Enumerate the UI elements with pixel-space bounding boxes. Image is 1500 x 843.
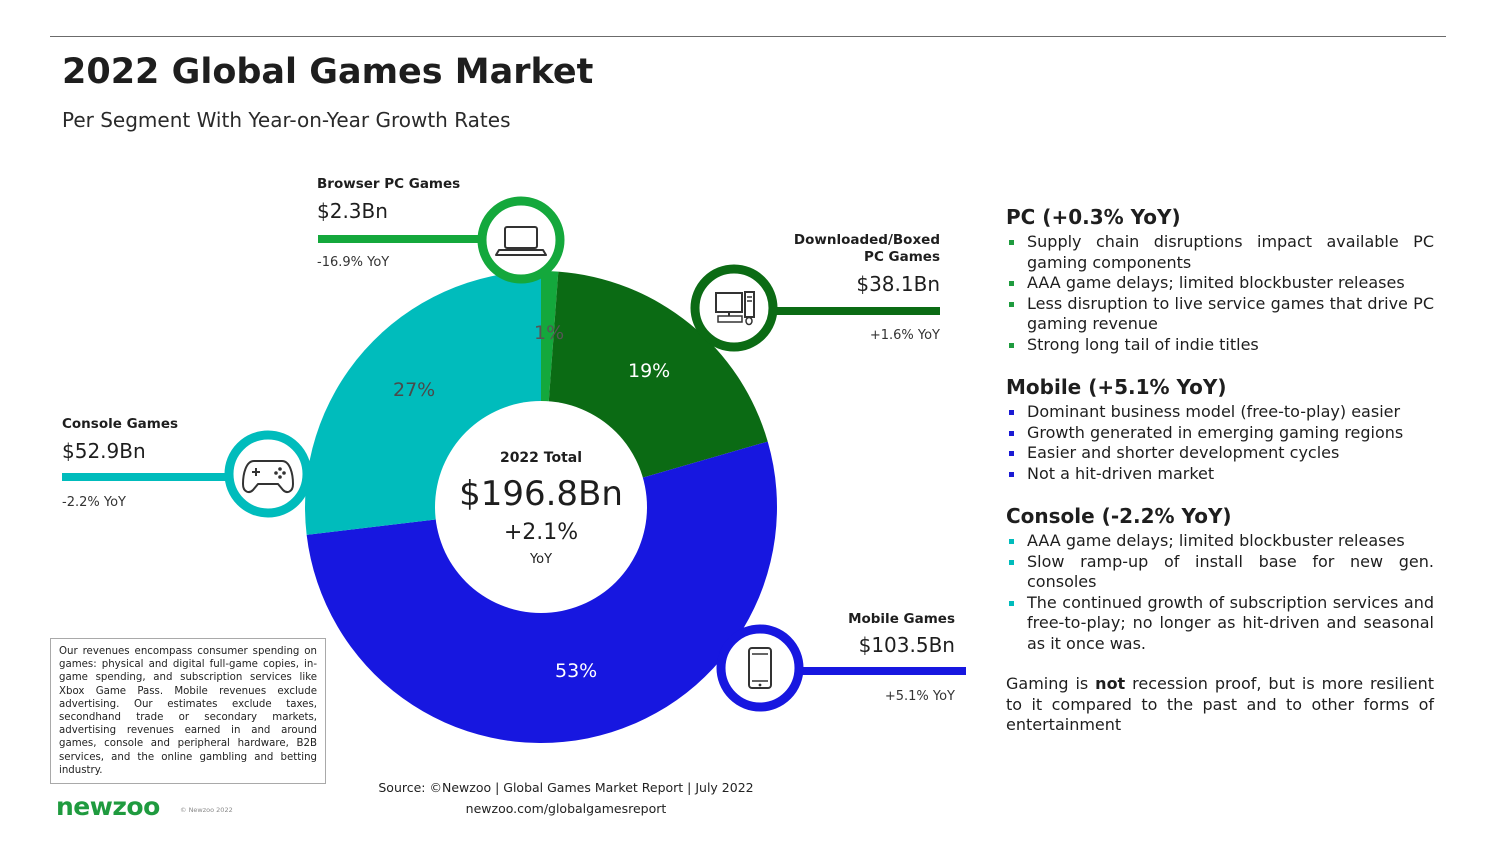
page-title: 2022 Global Games Market [62, 52, 594, 92]
notes-console-list: AAA game delays; limited blockbuster rel… [1006, 531, 1434, 654]
donut-hole [435, 401, 647, 613]
closing-pre: Gaming is [1006, 674, 1096, 693]
revenue-disclaimer: Our revenues encompass consumer spending… [50, 638, 326, 785]
closing-post: recession proof, but is more resilient t… [1006, 674, 1435, 734]
console-segment-name: Console Games [62, 416, 179, 432]
notes-mobile: Mobile (+5.1% YoY) Dominant business mod… [1006, 375, 1434, 484]
center-total-label: 2022 Total [499, 450, 583, 466]
leader-line-mobile [760, 667, 966, 675]
desktop-pc-icon [690, 264, 778, 352]
source-url[interactable]: newzoo.com/globalgamesreport [465, 801, 667, 816]
downloaded-segment-name-line1: Downloaded/Boxed [793, 232, 940, 248]
notes-console: Console (-2.2% YoY) AAA game delays; lim… [1006, 504, 1434, 654]
console-segment-yoy: -2.2% YoY [62, 495, 126, 510]
center-total-value: $196.8Bn [459, 474, 623, 514]
notes-console-title: Console (-2.2% YoY) [1006, 504, 1232, 528]
notes-mobile-list: Dominant business model (free-to-play) e… [1006, 402, 1434, 484]
mobile-segment-name: Mobile Games [848, 611, 955, 627]
list-item: Not a hit-driven market [1006, 464, 1434, 485]
top-rule [50, 36, 1446, 37]
notes-mobile-title: Mobile (+5.1% YoY) [1006, 375, 1227, 399]
notes-pc-list: Supply chain disruptions impact availabl… [1006, 232, 1434, 355]
donut-chart [62, 196, 966, 744]
mobile-segment-yoy: +5.1% YoY [884, 689, 955, 704]
notes-pc: PC (+0.3% YoY) Supply chain disruptions … [1006, 205, 1434, 355]
laptop-icon [477, 196, 565, 284]
list-item: Easier and shorter development cycles [1006, 443, 1434, 464]
share-label-downloaded: 19% [628, 360, 671, 382]
center-growth: +2.1% [503, 520, 579, 545]
list-item: Slow ramp-up of install base for new gen… [1006, 552, 1434, 593]
list-item: Growth generated in emerging gaming regi… [1006, 423, 1434, 444]
browser-segment-value: $2.3Bn [317, 199, 388, 223]
source-line: Source: ©Newzoo | Global Games Market Re… [378, 780, 754, 795]
leader-line-browser [318, 235, 518, 243]
newzoo-logo: newzoo [56, 792, 160, 821]
leader-line-downloaded [740, 307, 940, 315]
gamepad-icon [224, 430, 312, 518]
copyright-notice: © Newzoo 2022 [180, 806, 233, 814]
list-item: Supply chain disruptions impact availabl… [1006, 232, 1434, 273]
notes-pc-title: PC (+0.3% YoY) [1006, 205, 1181, 229]
list-item: AAA game delays; limited blockbuster rel… [1006, 273, 1434, 294]
share-label-console: 27% [393, 379, 436, 401]
list-item: The continued growth of subscription ser… [1006, 593, 1434, 655]
list-item: Strong long tail of indie titles [1006, 335, 1434, 356]
mobile-segment-value: $103.5Bn [858, 633, 955, 657]
center-growth-unit: YoY [529, 552, 553, 567]
browser-segment-yoy: -16.9% YoY [317, 255, 390, 270]
browser-segment-name: Browser PC Games [317, 176, 461, 192]
list-item: Dominant business model (free-to-play) e… [1006, 402, 1434, 423]
list-item: Less disruption to live service games th… [1006, 294, 1434, 335]
downloaded-segment-name-line2: PC Games [864, 249, 940, 265]
closing-statement: Gaming is not recession proof, but is mo… [1006, 674, 1434, 736]
share-label-browser: 1% [534, 322, 565, 344]
closing-bold: not [1095, 674, 1126, 693]
downloaded-segment-yoy: +1.6% YoY [869, 328, 940, 343]
page-subtitle: Per Segment With Year-on-Year Growth Rat… [62, 108, 511, 132]
segment-notes: PC (+0.3% YoY) Supply chain disruptions … [1006, 205, 1434, 736]
share-label-mobile: 53% [555, 660, 598, 682]
console-segment-value: $52.9Bn [62, 439, 146, 463]
downloaded-segment-value: $38.1Bn [856, 272, 940, 296]
list-item: AAA game delays; limited blockbuster rel… [1006, 531, 1434, 552]
leader-line-console [62, 473, 284, 481]
smartphone-icon [716, 624, 804, 712]
